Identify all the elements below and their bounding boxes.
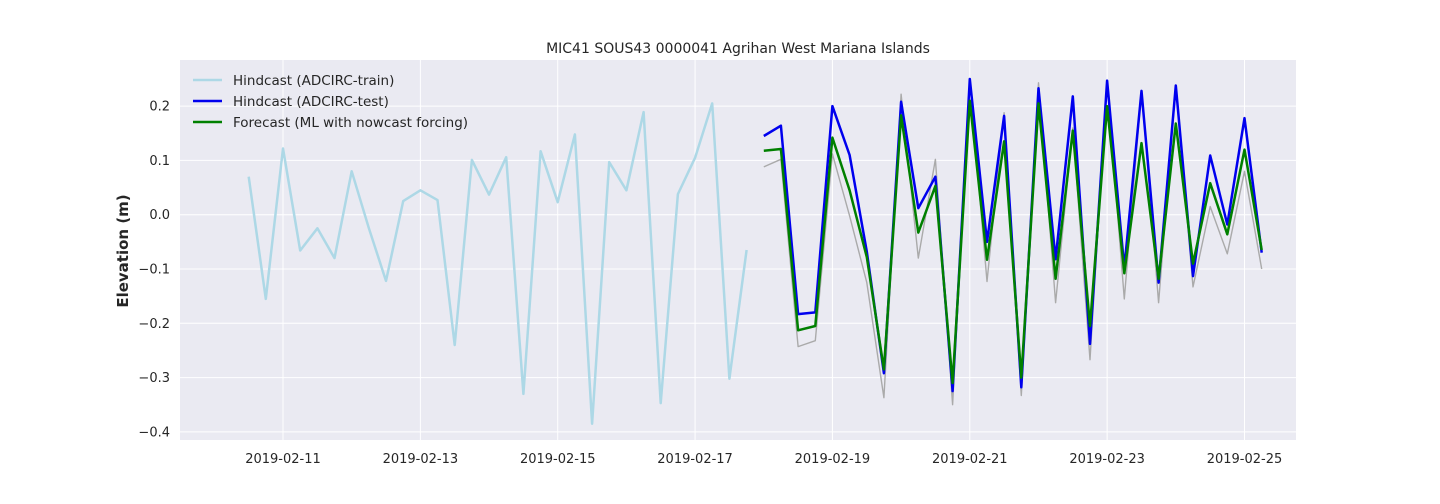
x-tick-label: 2019-02-13 xyxy=(383,452,459,467)
legend: Hindcast (ADCIRC-train) Hindcast (ADCIRC-… xyxy=(193,73,468,131)
y-tick-label: −0.1 xyxy=(138,263,170,278)
x-axis-ticks: 2019-02-11 2019-02-13 2019-02-15 2019-02-17… xyxy=(245,452,1282,467)
legend-label: Hindcast (ADCIRC-train) xyxy=(233,73,394,89)
y-tick-label: 0.1 xyxy=(149,154,170,169)
x-tick-label: 2019-02-21 xyxy=(932,452,1008,467)
y-tick-label: 0.2 xyxy=(149,100,170,115)
x-tick-label: 2019-02-11 xyxy=(245,452,321,467)
x-tick-label: 2019-02-25 xyxy=(1207,452,1283,467)
y-tick-label: −0.2 xyxy=(138,317,170,332)
y-axis-ticks: −0.4 −0.3 −0.2 −0.1 0.0 0.1 0.2 xyxy=(138,100,170,441)
y-tick-label: −0.4 xyxy=(138,425,170,440)
x-tick-label: 2019-02-15 xyxy=(520,452,596,467)
series-line-0 xyxy=(247,102,748,425)
x-tick-label: 2019-02-19 xyxy=(795,452,871,467)
y-tick-label: −0.3 xyxy=(138,371,170,386)
x-tick-label: 2019-02-17 xyxy=(657,452,733,467)
y-axis-label: Elevation (m) xyxy=(114,194,132,307)
legend-label: Forecast (ML with nowcast forcing) xyxy=(233,115,468,131)
series-line-3 xyxy=(763,99,1263,385)
chart-title: MIC41 SOUS43 0000041 Agrihan West Marian… xyxy=(546,41,930,57)
y-tick-label: 0.0 xyxy=(149,208,170,223)
legend-label: Hindcast (ADCIRC-test) xyxy=(233,94,389,110)
x-tick-label: 2019-02-23 xyxy=(1069,452,1145,467)
series-layer xyxy=(247,77,1263,425)
